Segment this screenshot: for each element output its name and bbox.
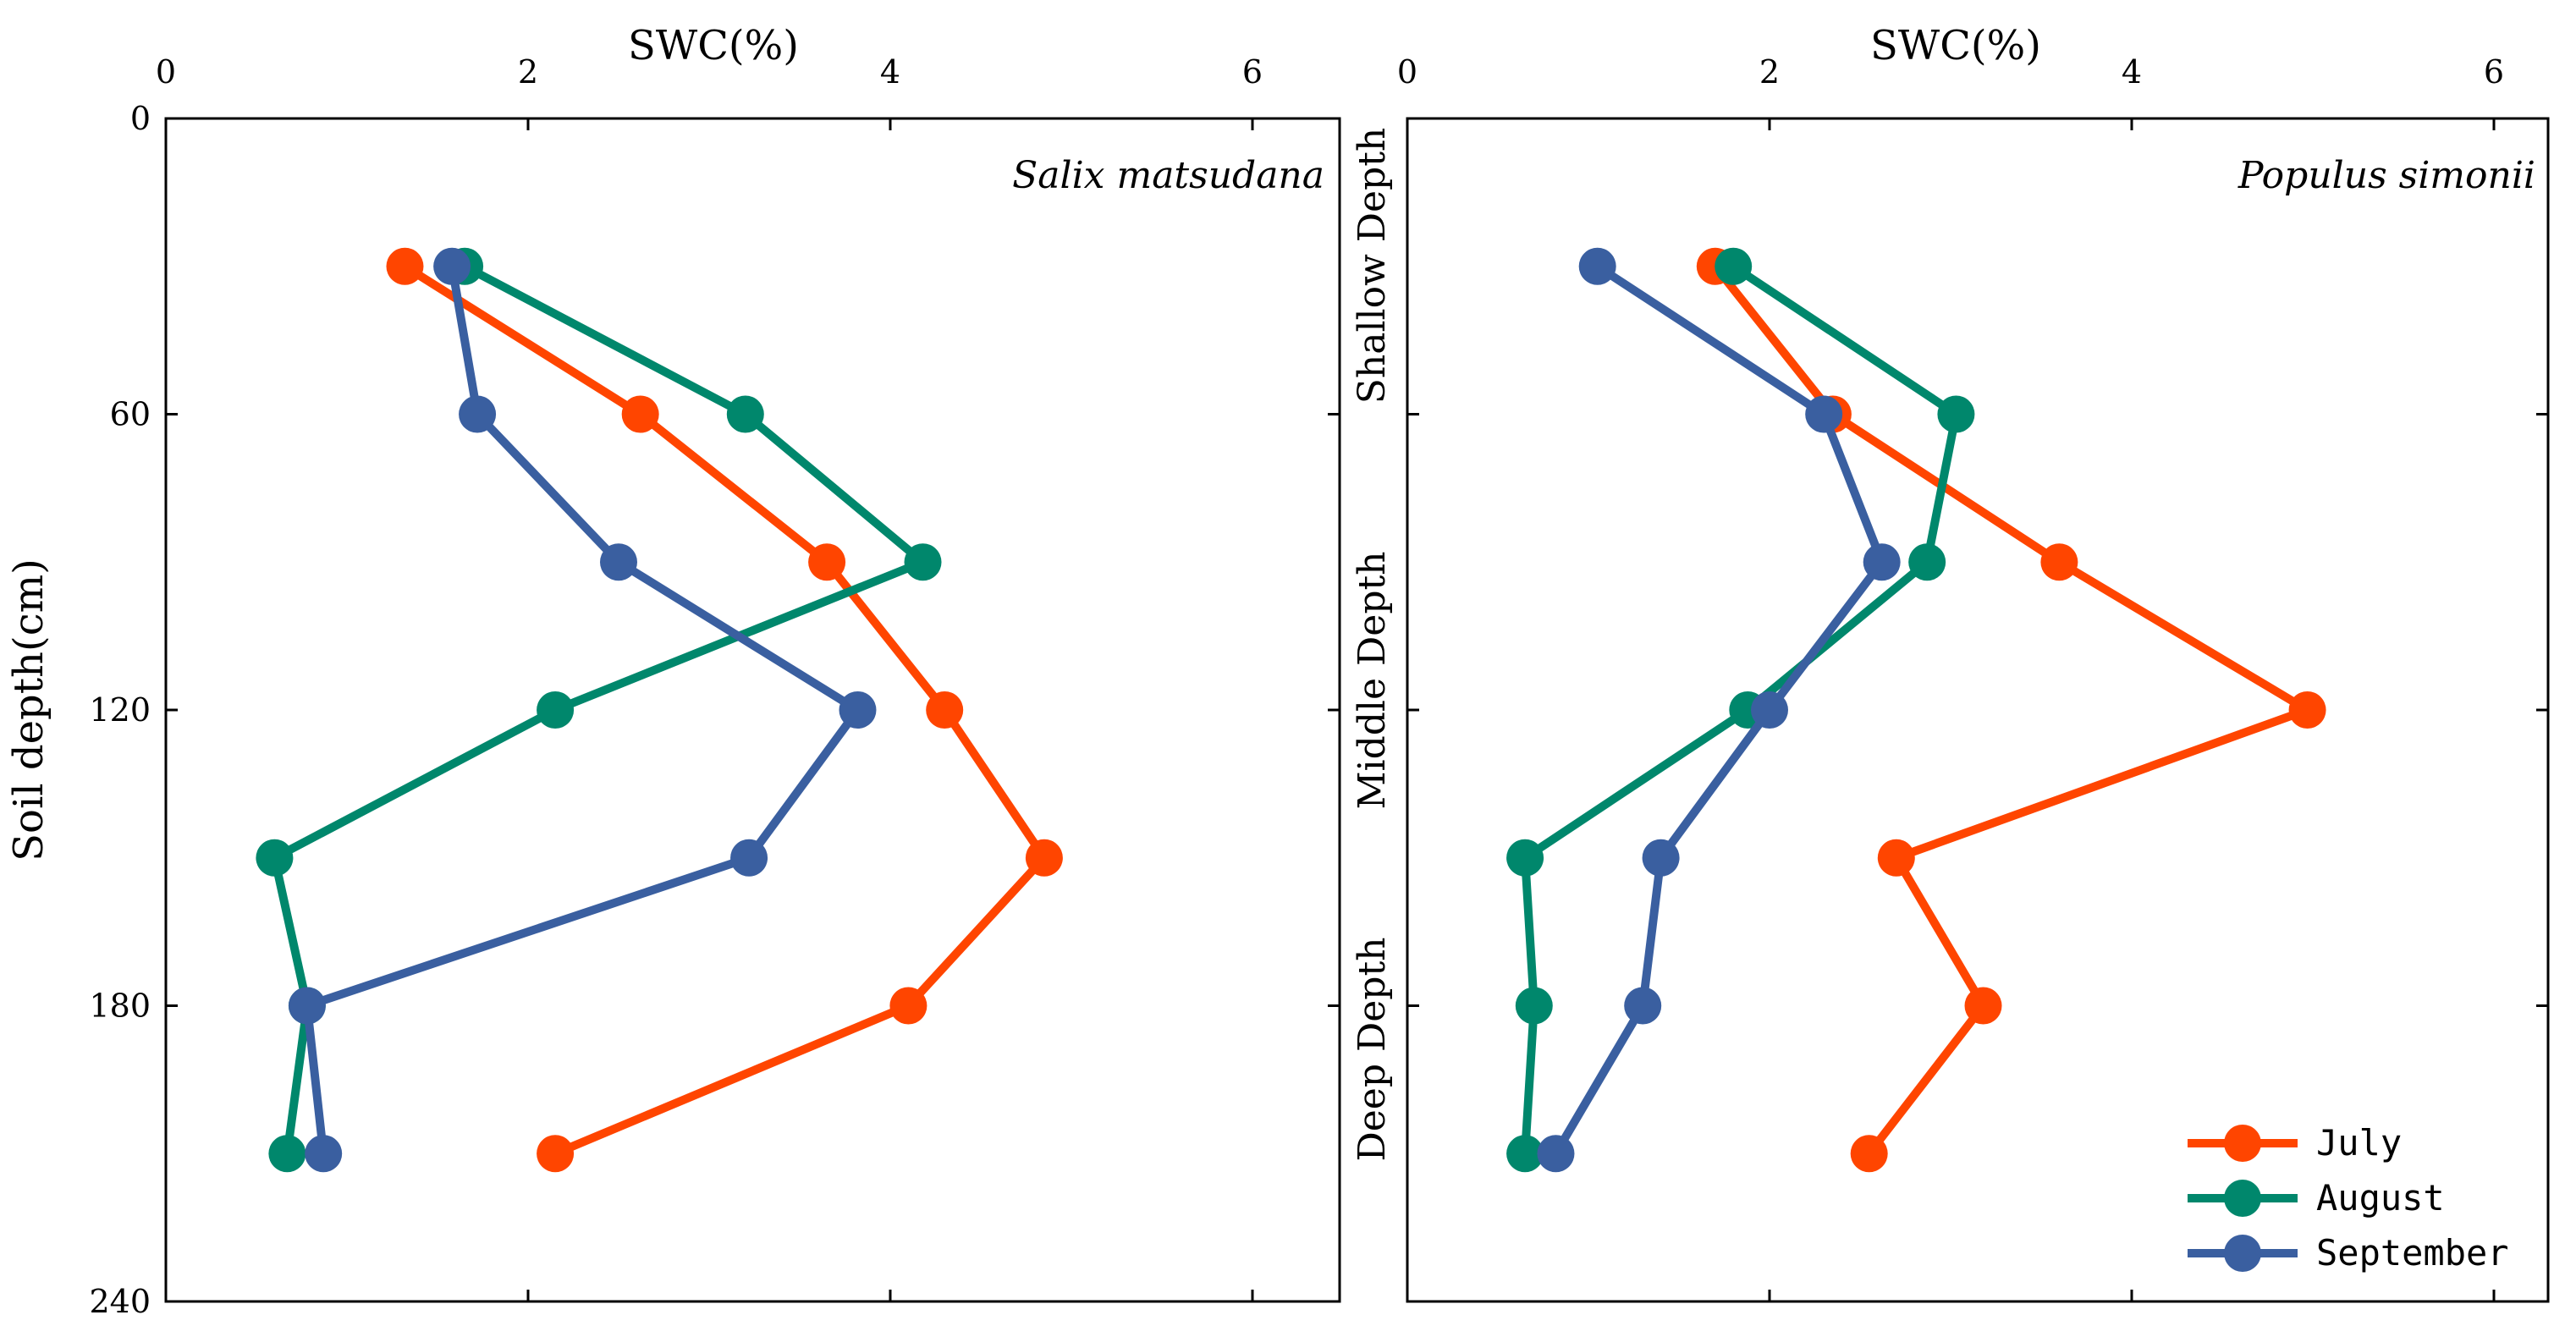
- data-point-august: [1515, 987, 1553, 1025]
- data-point-july: [1877, 839, 1915, 877]
- panel-title-left: Salix matsudana: [1012, 154, 1324, 197]
- data-point-august: [1937, 395, 1975, 433]
- data-point-august: [1715, 247, 1753, 285]
- data-point-july: [2288, 691, 2326, 729]
- data-point-september: [839, 691, 877, 729]
- x-axis-title-left: SWC(%): [628, 22, 799, 69]
- plot-frame-left: [164, 117, 1341, 1303]
- data-point-july: [926, 691, 964, 729]
- data-point-september: [1751, 691, 1788, 729]
- data-point-july: [808, 543, 846, 581]
- data-point-september: [600, 543, 637, 581]
- data-point-august: [1506, 1135, 1544, 1173]
- panel-title-right: Populus simonii: [2237, 154, 2535, 197]
- zone-label-shallow: Shallow Depth: [1351, 128, 1394, 404]
- x-tick-label: 4: [880, 53, 900, 91]
- data-point-september: [1578, 247, 1616, 285]
- x-axis-title-right: SWC(%): [1870, 22, 2041, 69]
- data-point-july: [386, 247, 424, 285]
- y-tick-label: 180: [89, 988, 151, 1025]
- data-point-august: [726, 395, 764, 433]
- x-tick-label: 4: [2122, 53, 2142, 91]
- data-point-august: [537, 691, 575, 729]
- series-line-september: [302, 265, 862, 1154]
- data-point-september: [1805, 395, 1843, 433]
- y-ticks-right: [1407, 117, 2548, 1303]
- data-point-september: [305, 1135, 343, 1173]
- data-point-august: [904, 543, 942, 581]
- y-tick-label: 0: [130, 100, 151, 137]
- data-point-september: [459, 395, 497, 433]
- legend-marker-july: [2224, 1125, 2261, 1162]
- x-tick-label: 6: [2484, 53, 2504, 91]
- panel-salix: SWC(%) Soil depth(cm) Salix matsudana 0 2…: [5, 22, 1341, 1320]
- data-point-july: [889, 987, 927, 1025]
- x-ticks-left: 0 2 4 6: [156, 53, 1263, 1301]
- data-point-july: [537, 1135, 575, 1173]
- data-point-july: [2040, 543, 2078, 581]
- y-tick-label: 60: [110, 396, 151, 433]
- data-point-september: [288, 987, 326, 1025]
- data-point-august: [1506, 839, 1544, 877]
- x-tick-label: 6: [1242, 53, 1263, 91]
- data-point-july: [1850, 1135, 1888, 1173]
- series-group-right: [1506, 247, 2326, 1173]
- legend-marker-september: [2224, 1235, 2261, 1272]
- x-tick-label: 2: [518, 53, 538, 91]
- data-point-august: [1908, 543, 1946, 581]
- x-tick-label: 0: [1397, 53, 1417, 91]
- data-point-august: [268, 1135, 306, 1173]
- legend-label-july: July: [2316, 1122, 2402, 1164]
- legend-marker-august: [2224, 1180, 2261, 1217]
- zone-label-middle: Middle Depth: [1351, 551, 1394, 809]
- data-point-september: [1537, 1135, 1575, 1173]
- y-tick-label: 240: [89, 1283, 151, 1320]
- x-tick-label: 2: [1759, 53, 1780, 91]
- zone-label-deep: Deep Depth: [1351, 937, 1394, 1161]
- legend: July August September: [2188, 1122, 2509, 1274]
- legend-label-september: September: [2316, 1232, 2509, 1274]
- data-point-july: [1964, 987, 2002, 1025]
- data-point-september: [1863, 543, 1901, 581]
- data-point-september: [433, 247, 471, 285]
- data-point-september: [1642, 839, 1680, 877]
- data-point-august: [256, 839, 294, 877]
- data-point-september: [730, 839, 768, 877]
- legend-label-august: August: [2316, 1177, 2445, 1219]
- data-point-september: [1624, 987, 1662, 1025]
- y-axis-title: Soil depth(cm): [5, 558, 52, 861]
- x-ticks-right: 0 2 4 6: [1397, 53, 2504, 1301]
- series-group-left: [256, 247, 1063, 1173]
- data-point-july: [621, 395, 659, 433]
- y-tick-label: 120: [89, 691, 151, 729]
- x-tick-label: 0: [156, 53, 176, 91]
- series-line-august: [270, 262, 927, 1154]
- panel-populus: SWC(%) Populus simonii Shallow Depth Mid…: [1351, 22, 2550, 1303]
- data-point-july: [1025, 839, 1063, 877]
- y-ticks-left: 0 60 120 180 240: [89, 100, 1340, 1320]
